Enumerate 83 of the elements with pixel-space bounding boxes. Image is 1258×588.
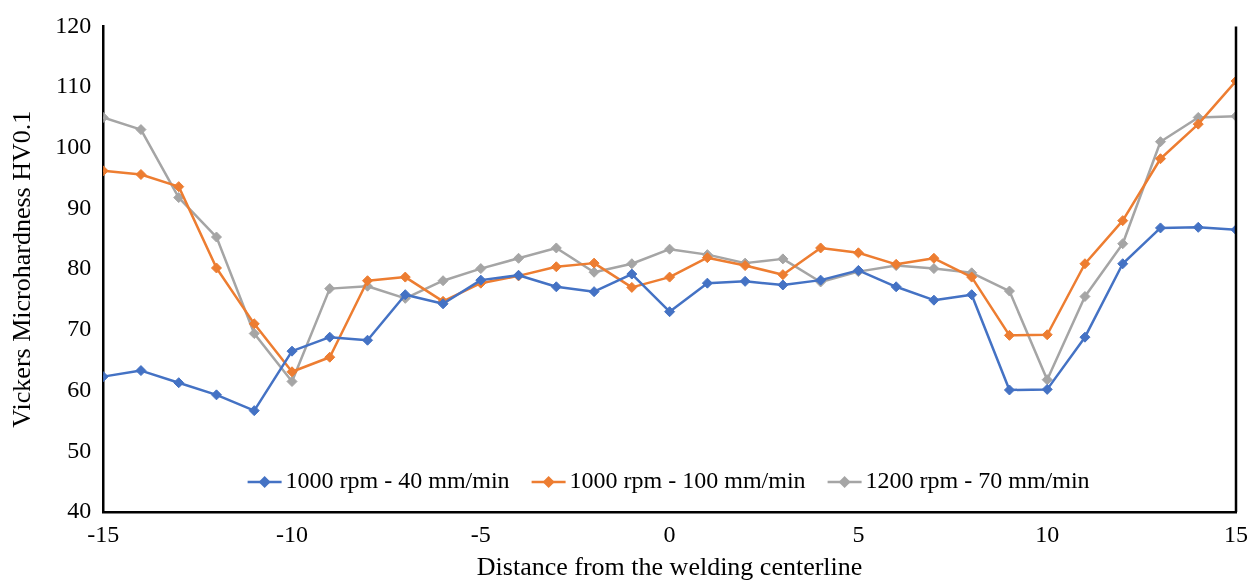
point (1041, 383, 1053, 395)
point (324, 331, 336, 343)
point (324, 351, 336, 363)
point (135, 365, 147, 377)
point (1154, 136, 1166, 148)
legend-label: 1000 rpm - 100 mm/min (569, 467, 806, 494)
point (1003, 285, 1015, 297)
point (1041, 374, 1053, 386)
legend-label: 1000 rpm - 40 mm/min (285, 467, 510, 494)
point (550, 261, 562, 273)
point (1117, 258, 1129, 270)
y-axis-title: Vickers Microhardness HV0.1 (7, 110, 37, 428)
x-tick-label: 10 (1035, 520, 1060, 547)
point (362, 275, 374, 287)
x-tick-label: 5 (852, 520, 865, 547)
point (588, 257, 600, 269)
point (626, 258, 638, 270)
point (815, 242, 827, 254)
x-tick-label: 0 (663, 520, 676, 547)
point (664, 306, 676, 318)
point (1079, 291, 1091, 303)
point (173, 181, 185, 193)
y-tick-label: 110 (56, 72, 92, 99)
point (1154, 222, 1166, 234)
point (1192, 221, 1204, 233)
x-tick-label: -5 (470, 520, 491, 547)
point (173, 377, 185, 389)
point (890, 281, 902, 293)
point (210, 389, 222, 401)
point (324, 283, 336, 295)
point (1079, 258, 1091, 270)
point (1003, 384, 1015, 396)
point (777, 269, 789, 281)
point (210, 262, 222, 274)
x-tick-label: 15 (1224, 520, 1248, 547)
point (513, 252, 525, 264)
point (1117, 238, 1129, 250)
point (550, 242, 562, 254)
point (777, 279, 789, 291)
point (664, 243, 676, 255)
x-tick-label: -10 (276, 520, 308, 547)
point (210, 231, 222, 243)
point (475, 263, 487, 275)
point (135, 124, 147, 136)
point (739, 275, 751, 287)
point (966, 271, 978, 283)
y-tick-label: 90 (67, 193, 92, 220)
y-tick-label: 80 (67, 254, 92, 281)
legend-label: 1200 rpm - 70 mm/min (865, 467, 1090, 494)
point (286, 366, 298, 378)
y-tick-label: 60 (67, 375, 92, 402)
y-tick-label: 50 (67, 436, 92, 463)
point (928, 294, 940, 306)
point (135, 169, 147, 181)
point (286, 345, 298, 357)
point (664, 271, 676, 283)
point (362, 334, 374, 346)
y-tick-label: 120 (55, 11, 92, 38)
point (1079, 331, 1091, 343)
point (550, 281, 562, 293)
point (248, 328, 260, 340)
point (248, 405, 260, 417)
point (852, 247, 864, 259)
point (626, 268, 638, 280)
point (701, 277, 713, 289)
x-axis-title: Distance from the welding centerline (476, 552, 863, 582)
y-tick-label: 70 (67, 315, 92, 342)
point (1003, 329, 1015, 341)
point (1117, 215, 1129, 227)
point (928, 252, 940, 264)
point (588, 286, 600, 298)
point (437, 275, 449, 287)
point (777, 253, 789, 265)
point (1041, 329, 1053, 341)
point (966, 289, 978, 301)
y-tick-label: 100 (55, 133, 92, 160)
point (1154, 153, 1166, 165)
point (399, 271, 411, 283)
point (248, 318, 260, 330)
point (928, 263, 940, 275)
point (1192, 118, 1204, 130)
point (626, 281, 638, 293)
point (286, 376, 298, 387)
